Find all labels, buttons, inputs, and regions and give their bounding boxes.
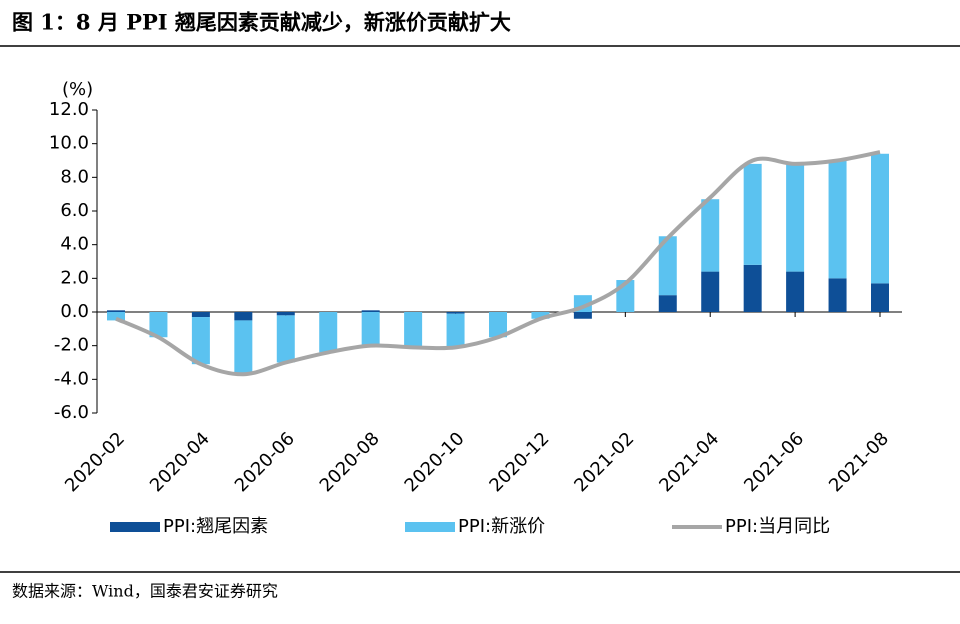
bar [743,163,762,265]
bar [404,312,423,348]
legend-swatch [405,522,455,532]
unit-label: (%) [62,79,93,100]
bar [489,312,507,338]
bar [234,312,253,321]
x-tick-label: 2021-06 [740,428,808,496]
x-tick-label: 2020-06 [231,428,299,496]
bar [573,312,592,319]
chart-title: 图 1：8 月 PPI 翘尾因素贡献减少，新涨价贡献扩大 [12,10,511,35]
y-tick-label: -6.0 [54,402,89,423]
y-tick-label: 0.0 [60,301,89,322]
line [115,150,881,377]
bar [701,271,720,312]
bar [786,163,805,272]
bar [786,271,805,312]
bar [658,236,677,296]
bar [828,160,847,279]
legend-swatch [110,522,160,532]
x-tick-label: 2020-02 [61,428,129,496]
bar [828,278,847,312]
x-tick-label: 2020-04 [146,428,214,496]
bar [107,312,125,321]
bar [871,153,889,284]
x-tick-label: 2020-10 [401,428,469,496]
legend-label: PPI:当月同比 [725,516,830,537]
bar [276,312,295,316]
bar [319,312,338,353]
x-tick-label: 2021-08 [825,428,893,496]
legend-label: PPI:新涨价 [458,516,545,537]
y-tick-label: 4.0 [60,234,89,255]
bar [701,199,720,272]
y-tick-label: -4.0 [54,368,89,389]
x-tick-label: 2020-08 [316,428,384,496]
y-tick-label: -2.0 [54,335,89,356]
bar [361,310,380,312]
bar [191,312,210,318]
bar [446,313,465,348]
bar [276,315,295,363]
x-tick-label: 2021-02 [570,428,638,496]
x-tick-label: 2021-04 [655,428,723,496]
legend-label: PPI:翘尾因素 [163,516,268,537]
y-tick-label: 6.0 [60,200,89,221]
source: 数据来源：Wind，国泰君安证券研究 [12,582,278,601]
y-tick-label: 8.0 [60,166,89,187]
y-tick-label: 2.0 [60,267,89,288]
bar [191,317,210,365]
bar [871,283,889,312]
bar [531,312,550,319]
bar [658,295,677,312]
bar [149,312,168,338]
y-tick-label: 12.0 [49,99,89,120]
bar [743,264,762,312]
y-tick-label: 10.0 [49,133,89,154]
x-tick-label: 2020-12 [485,428,553,496]
bar [107,310,125,312]
bar [361,312,380,348]
bar [234,320,253,375]
bar [446,312,465,314]
